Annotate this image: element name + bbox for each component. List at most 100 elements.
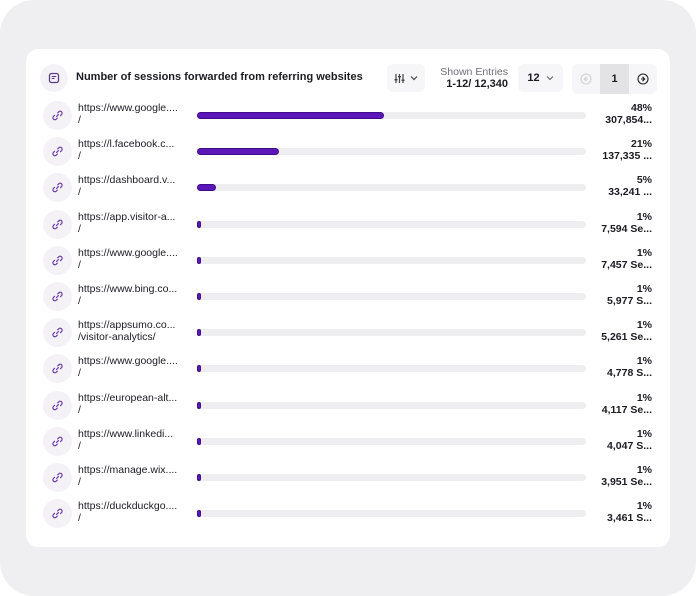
percent-value: 1% <box>636 282 652 295</box>
url-path: / <box>78 294 81 307</box>
list-item[interactable]: https://www.google.... / 48% 307,854... <box>26 98 670 134</box>
referrer-url[interactable]: https://l.facebook.c... / <box>78 138 188 162</box>
referrers-card: Number of sessions forwarded from referr… <box>26 49 670 547</box>
share-bar-fill <box>197 112 384 119</box>
list-item[interactable]: https://www.bing.co... / 1% 5,977 S... <box>26 279 670 315</box>
referrer-url[interactable]: https://appsumo.co... /visitor-analytics… <box>78 319 188 343</box>
share-bar-track <box>197 510 586 518</box>
referrer-url[interactable]: https://manage.wix.... / <box>78 464 188 488</box>
row-stats: 1% 7,594 Se... <box>601 211 652 235</box>
share-bar-track <box>197 292 586 300</box>
page-size-select[interactable]: 12 <box>518 64 563 92</box>
referrer-url[interactable]: https://www.bing.co... / <box>78 283 188 307</box>
share-bar-track <box>197 437 586 445</box>
referrer-url[interactable]: https://dashboard.v... / <box>78 174 188 198</box>
share-bar-fill <box>197 220 201 228</box>
link-icon <box>43 101 72 130</box>
share-bar-track <box>197 112 586 119</box>
entries-value: 1-12/ 12,340 <box>446 78 508 90</box>
list-item[interactable]: https://dashboard.v... / 5% 33,241 ... <box>26 170 670 206</box>
list-item[interactable]: https://manage.wix.... / 1% 3,951 Se... <box>26 460 670 496</box>
arrow-left-circle-icon <box>580 73 592 85</box>
sessions-value: 4,778 S... <box>607 367 652 380</box>
share-bar-fill <box>197 256 201 264</box>
row-stats: 48% 307,854... <box>605 102 652 126</box>
list-item[interactable]: https://duckduckgo.... / 1% 3,461 S... <box>26 496 670 532</box>
current-page[interactable]: 1 <box>600 64 629 94</box>
referrer-url[interactable]: https://www.linkedi... / <box>78 428 188 452</box>
url-path: / <box>78 186 81 199</box>
percent-value: 1% <box>636 391 652 404</box>
link-icon <box>43 426 72 456</box>
row-stats: 1% 5,977 S... <box>607 283 652 307</box>
row-stats: 5% 33,241 ... <box>608 174 652 198</box>
url-host: https://european-alt... <box>78 391 178 404</box>
url-host: https://dashboard.v... <box>78 174 176 187</box>
row-stats: 1% 5,261 Se... <box>601 319 652 343</box>
list-item[interactable]: https://app.visitor-a... / 1% 7,594 Se..… <box>26 207 670 243</box>
share-bar-fill <box>197 148 279 156</box>
chevron-down-icon <box>546 76 554 81</box>
row-stats: 1% 4,778 S... <box>607 355 652 379</box>
share-bar-track <box>197 329 586 337</box>
url-host: https://www.bing.co... <box>78 282 178 295</box>
link-icon <box>43 245 72 275</box>
url-path: / <box>78 475 81 488</box>
referrer-list: https://www.google.... / 48% 307,854... … <box>26 98 670 532</box>
share-bar-track <box>197 473 586 481</box>
list-item[interactable]: https://appsumo.co... /visitor-analytics… <box>26 315 670 351</box>
sessions-value: 5,261 Se... <box>601 331 652 344</box>
next-page-button[interactable] <box>629 64 657 94</box>
url-path: / <box>78 403 81 416</box>
link-icon <box>43 281 72 311</box>
sessions-value: 3,951 Se... <box>601 475 652 488</box>
percent-value: 1% <box>636 427 652 440</box>
share-bar-track <box>197 365 586 373</box>
row-stats: 1% 3,461 S... <box>607 500 652 524</box>
sessions-value: 7,594 Se... <box>601 222 652 235</box>
list-item[interactable]: https://www.google.... / 1% 7,457 Se... <box>26 243 670 279</box>
referrer-url[interactable]: https://european-alt... / <box>78 392 188 416</box>
share-bar-track <box>197 256 586 264</box>
sessions-value: 4,047 S... <box>607 439 652 452</box>
prev-page-button[interactable] <box>572 64 600 94</box>
link-icon <box>43 209 72 239</box>
list-item[interactable]: https://l.facebook.c... / 21% 137,335 ..… <box>26 134 670 170</box>
percent-value: 5% <box>636 174 652 187</box>
filter-button[interactable] <box>387 64 425 92</box>
url-host: https://www.google.... <box>78 246 178 259</box>
url-path: / <box>78 114 81 126</box>
referrer-url[interactable]: https://www.google.... / <box>78 355 188 379</box>
share-bar-fill <box>197 401 201 409</box>
percent-value: 1% <box>636 210 652 223</box>
sessions-value: 3,461 S... <box>607 512 652 525</box>
report-icon <box>40 64 68 92</box>
shown-entries: Shown Entries 1-12/ 12,340 <box>434 66 508 91</box>
chevron-down-icon <box>410 76 418 81</box>
card-header: Number of sessions forwarded from referr… <box>26 49 670 107</box>
percent-value: 1% <box>636 463 652 476</box>
entries-label: Shown Entries <box>440 66 508 78</box>
share-bar-track <box>197 184 586 192</box>
url-host: https://manage.wix.... <box>78 463 178 476</box>
referrer-url[interactable]: https://app.visitor-a... / <box>78 211 188 235</box>
referrer-url[interactable]: https://duckduckgo.... / <box>78 500 188 524</box>
referrer-url[interactable]: https://www.google.... / <box>78 247 188 271</box>
link-icon <box>43 462 72 492</box>
link-icon <box>43 137 72 167</box>
percent-value: 1% <box>636 500 652 513</box>
list-item[interactable]: https://www.linkedi... / 1% 4,047 S... <box>26 424 670 460</box>
list-item[interactable]: https://european-alt... / 1% 4,117 Se... <box>26 388 670 424</box>
url-host: https://www.google.... <box>78 355 178 368</box>
url-path: / <box>78 439 81 452</box>
referrer-url[interactable]: https://www.google.... / <box>78 102 188 126</box>
row-stats: 1% 4,047 S... <box>607 428 652 452</box>
url-host: https://duckduckgo.... <box>78 500 178 513</box>
percent-value: 1% <box>636 319 652 332</box>
arrow-right-circle-icon <box>637 73 649 85</box>
link-icon <box>43 390 72 420</box>
sessions-value: 307,854... <box>605 114 652 126</box>
list-item[interactable]: https://www.google.... / 1% 4,778 S... <box>26 351 670 387</box>
row-stats: 1% 7,457 Se... <box>601 247 652 271</box>
